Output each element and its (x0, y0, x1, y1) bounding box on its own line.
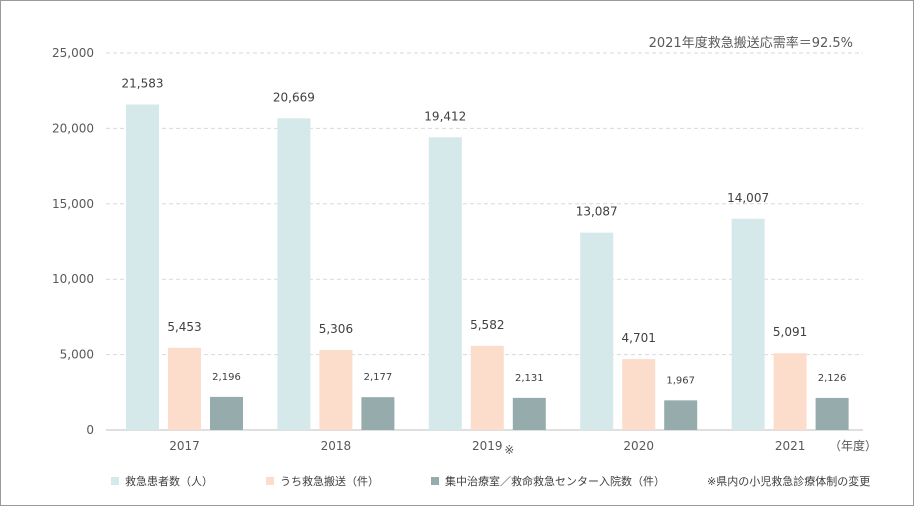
data-label: 2,177 (364, 372, 393, 383)
bar (210, 396, 243, 430)
bar (512, 397, 546, 430)
x-tick-label: 2019 (472, 439, 503, 453)
data-label: 19,412 (424, 109, 466, 123)
x-axis-unit-label: （年度） (829, 438, 877, 453)
data-label: 5,091 (773, 325, 807, 339)
y-tick-label: 20,000 (52, 121, 94, 135)
legend-item-icu-admissions: 集中治療室／救命救急センター入院数（件） (431, 473, 665, 489)
y-tick-label: 5,000 (60, 348, 94, 362)
legend-label-patients: 救急患者数（人） (125, 475, 213, 488)
data-label: 5,582 (470, 318, 504, 332)
x-tick-label: 2021 (775, 439, 806, 453)
data-label: 4,701 (622, 331, 656, 345)
data-label: 1,967 (666, 375, 695, 386)
legend: 救急患者数（人） うち救急搬送（件） 集中治療室／救命救急センター入院数（件） … (111, 473, 901, 493)
y-tick-label: 15,000 (52, 197, 94, 211)
y-tick-label: 0 (86, 423, 94, 437)
legend-item-transports: うち救急搬送（件） (266, 473, 379, 489)
bar (622, 359, 656, 430)
bar (277, 118, 311, 431)
bar (470, 345, 504, 430)
bar (168, 347, 201, 430)
legend-swatch-icu-admissions (431, 477, 439, 485)
bar (773, 353, 807, 430)
response-rate-annotation: 2021年度救急搬送応需率＝92.5% (649, 35, 853, 51)
bar (580, 232, 614, 430)
data-label: 2,196 (212, 372, 241, 383)
legend-label-icu-admissions: 集中治療室／救命救急センター入院数（件） (445, 475, 665, 488)
data-label: 2,131 (515, 373, 544, 384)
bar (126, 104, 159, 431)
data-label: 20,669 (273, 90, 315, 104)
data-labels: 21,583 5,453 2,196 20,669 5,306 2,177 19,412 5,… (122, 77, 847, 387)
data-label: 5,453 (167, 320, 201, 334)
data-label: 13,087 (576, 205, 618, 219)
x-tick-label: 2017 (169, 439, 200, 453)
bar (815, 397, 849, 430)
legend-label-transports: うち救急搬送（件） (280, 475, 379, 488)
x-tick-mark: ※ (504, 443, 514, 457)
x-tick-label: 2018 (321, 439, 352, 453)
data-label: 5,306 (319, 322, 353, 336)
x-axis-ticks: 2017 2018 2019 ※ 2020 2021 (169, 439, 805, 457)
bar (664, 400, 698, 430)
y-tick-label: 25,000 (52, 46, 94, 60)
bar (731, 218, 765, 430)
data-label: 14,007 (727, 191, 769, 205)
bars (126, 104, 849, 431)
legend-swatch-transports (266, 477, 274, 485)
y-axis-ticks: 0 5,000 10,000 15,000 20,000 25,000 (52, 46, 94, 437)
bar (319, 349, 353, 430)
x-tick-label: 2020 (623, 439, 654, 453)
data-label: 2,126 (818, 373, 847, 384)
legend-swatch-patients (111, 477, 119, 485)
bar (428, 137, 462, 431)
footnote: ※県内の小児救急診療体制の変更 (707, 475, 871, 488)
y-tick-label: 10,000 (52, 272, 94, 286)
legend-item-patients: 救急患者数（人） (111, 473, 213, 489)
bar (361, 397, 395, 430)
data-label: 21,583 (122, 77, 164, 91)
